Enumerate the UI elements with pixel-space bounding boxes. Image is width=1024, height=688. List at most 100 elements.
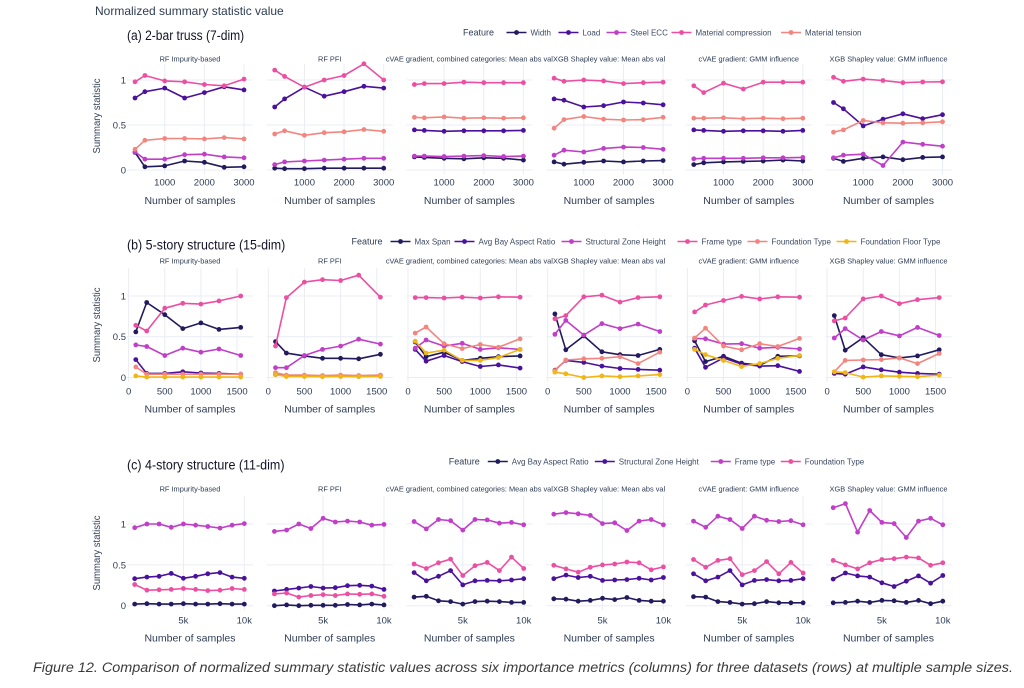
svg-text:1000: 1000 <box>749 386 770 397</box>
svg-text:1000: 1000 <box>573 177 594 188</box>
svg-text:RF Impurity-based: RF Impurity-based <box>160 257 221 266</box>
svg-text:XGB Shapley value: Mean abs va: XGB Shapley value: Mean abs val <box>553 257 666 266</box>
svg-text:Number of samples: Number of samples <box>144 404 235 416</box>
svg-text:cVAE gradient, combined catego: cVAE gradient, combined categories: Mean… <box>386 55 553 64</box>
svg-text:Figure 12. Comparison of norma: Figure 12. Comparison of normalized summ… <box>33 660 1013 675</box>
svg-text:10k: 10k <box>935 615 951 626</box>
svg-text:1000: 1000 <box>190 386 211 397</box>
svg-text:(c) 4-story structure (11-dim): (c) 4-story structure (11-dim) <box>127 458 285 473</box>
svg-text:1500: 1500 <box>366 386 387 397</box>
svg-text:1: 1 <box>121 75 126 86</box>
svg-text:10k: 10k <box>237 615 253 626</box>
svg-text:500: 500 <box>716 386 732 397</box>
svg-text:Structural Zone Height: Structural Zone Height <box>619 457 700 466</box>
svg-text:2000: 2000 <box>473 177 494 188</box>
svg-text:0: 0 <box>121 165 126 176</box>
svg-text:1000: 1000 <box>434 177 455 188</box>
svg-text:RF PFI: RF PFI <box>318 485 341 494</box>
svg-text:3000: 3000 <box>653 177 674 188</box>
svg-text:Number of samples: Number of samples <box>703 195 794 207</box>
svg-text:Number of samples: Number of samples <box>564 633 655 645</box>
svg-text:2000: 2000 <box>194 177 215 188</box>
svg-text:10k: 10k <box>795 615 811 626</box>
svg-text:RF Impurity-based: RF Impurity-based <box>160 485 221 494</box>
svg-text:1500: 1500 <box>226 386 247 397</box>
svg-text:RF Impurity-based: RF Impurity-based <box>160 55 221 64</box>
svg-text:Frame type: Frame type <box>735 457 776 466</box>
svg-text:10k: 10k <box>376 615 392 626</box>
svg-text:Feature: Feature <box>351 237 382 247</box>
svg-text:0.5: 0.5 <box>113 120 126 131</box>
svg-text:Foundation Type: Foundation Type <box>805 457 865 466</box>
svg-text:XGB Shapley value: GMM influen: XGB Shapley value: GMM influence <box>830 257 948 266</box>
svg-text:Number of samples: Number of samples <box>424 195 515 207</box>
svg-text:Number of samples: Number of samples <box>284 195 375 207</box>
svg-text:XGB Shapley value: Mean abs va: XGB Shapley value: Mean abs val <box>553 485 666 494</box>
svg-text:1000: 1000 <box>853 177 874 188</box>
svg-text:Number of samples: Number of samples <box>564 195 655 207</box>
svg-text:3000: 3000 <box>373 177 394 188</box>
svg-text:500: 500 <box>157 386 173 397</box>
svg-text:1000: 1000 <box>889 386 910 397</box>
svg-text:5k: 5k <box>458 615 468 626</box>
svg-text:Number of samples: Number of samples <box>843 195 934 207</box>
svg-text:2000: 2000 <box>892 177 913 188</box>
svg-text:1000: 1000 <box>294 177 315 188</box>
svg-text:(b) 5-story structure (15-dim): (b) 5-story structure (15-dim) <box>127 238 285 253</box>
svg-text:Normalized summary statistic v: Normalized summary statistic value <box>95 4 284 18</box>
svg-text:Number of samples: Number of samples <box>144 195 235 207</box>
svg-text:Avg Bay Aspect Ratio: Avg Bay Aspect Ratio <box>479 237 556 246</box>
svg-text:10k: 10k <box>656 615 672 626</box>
svg-text:0: 0 <box>405 386 410 397</box>
svg-text:Number of samples: Number of samples <box>284 633 375 645</box>
svg-text:500: 500 <box>576 386 592 397</box>
svg-text:cVAE gradient: GMM influence: cVAE gradient: GMM influence <box>699 485 800 494</box>
svg-text:5k: 5k <box>737 615 747 626</box>
svg-text:cVAE gradient, combined catego: cVAE gradient, combined categories: Mean… <box>386 257 553 266</box>
svg-text:0: 0 <box>824 386 829 397</box>
svg-text:1500: 1500 <box>506 386 527 397</box>
svg-text:500: 500 <box>436 386 452 397</box>
svg-text:Material tension: Material tension <box>805 28 861 37</box>
svg-text:XGB Shapley value: Mean abs va: XGB Shapley value: Mean abs val <box>553 55 666 64</box>
svg-text:Summary statistic: Summary statistic <box>92 516 103 591</box>
svg-text:0.5: 0.5 <box>113 332 126 343</box>
svg-text:cVAE gradient: GMM influence: cVAE gradient: GMM influence <box>699 257 800 266</box>
svg-text:1000: 1000 <box>713 177 734 188</box>
svg-text:3000: 3000 <box>513 177 534 188</box>
svg-text:1500: 1500 <box>646 386 667 397</box>
svg-text:1000: 1000 <box>330 386 351 397</box>
svg-text:0: 0 <box>685 386 690 397</box>
svg-text:2000: 2000 <box>333 177 354 188</box>
svg-text:1: 1 <box>121 519 126 530</box>
svg-text:5k: 5k <box>877 615 887 626</box>
svg-text:1000: 1000 <box>609 386 630 397</box>
svg-text:Feature: Feature <box>449 457 480 467</box>
svg-text:2000: 2000 <box>753 177 774 188</box>
svg-text:Number of samples: Number of samples <box>424 633 515 645</box>
svg-text:Number of samples: Number of samples <box>284 404 375 416</box>
svg-text:0.5: 0.5 <box>113 560 126 571</box>
svg-text:Summary statistic: Summary statistic <box>92 79 103 154</box>
svg-text:Foundation Type: Foundation Type <box>772 237 832 246</box>
svg-text:3000: 3000 <box>932 177 953 188</box>
svg-text:0: 0 <box>545 386 550 397</box>
svg-text:Frame type: Frame type <box>702 237 743 246</box>
svg-text:(a) 2-bar truss (7-dim): (a) 2-bar truss (7-dim) <box>127 28 244 43</box>
svg-text:5k: 5k <box>597 615 607 626</box>
svg-text:RF PFI: RF PFI <box>318 55 341 64</box>
svg-text:Material compression: Material compression <box>696 28 772 37</box>
svg-text:10k: 10k <box>516 615 532 626</box>
svg-text:1000: 1000 <box>154 177 175 188</box>
svg-text:Number of samples: Number of samples <box>564 404 655 416</box>
svg-text:Foundation Floor Type: Foundation Floor Type <box>861 237 941 246</box>
svg-text:Load: Load <box>583 28 601 37</box>
svg-text:1: 1 <box>121 291 126 302</box>
svg-text:0: 0 <box>266 386 271 397</box>
svg-text:Number of samples: Number of samples <box>424 404 515 416</box>
svg-text:RF PFI: RF PFI <box>318 257 341 266</box>
svg-text:Steel ECC: Steel ECC <box>631 28 669 37</box>
svg-text:500: 500 <box>297 386 313 397</box>
svg-text:Feature: Feature <box>463 28 494 38</box>
svg-text:Number of samples: Number of samples <box>144 633 235 645</box>
